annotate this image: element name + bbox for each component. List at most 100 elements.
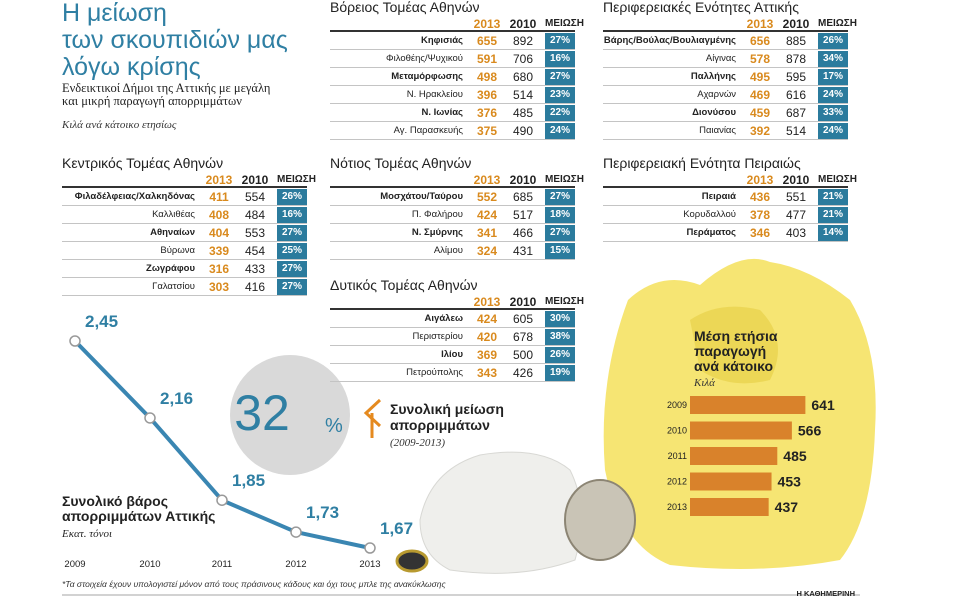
table-row: Αγ. Παρασκευής 375 490 24%: [330, 122, 575, 140]
cell: 469: [749, 87, 771, 102]
cell: 15%: [545, 242, 575, 259]
cell: 490: [512, 123, 534, 138]
cell: 24%: [818, 86, 848, 103]
cell: 514: [512, 87, 534, 102]
reduction-unit: %: [325, 415, 343, 437]
cell: 404: [208, 225, 230, 240]
cell: 433: [244, 261, 266, 276]
cell: 378: [749, 207, 771, 222]
header-cell: ΜΕΙΩΣΗ: [545, 18, 585, 29]
cell: 24%: [545, 122, 575, 139]
municipality: Περιστερίου: [412, 331, 463, 342]
chart-title: Συνολικό βάρος: [62, 493, 168, 509]
table-title: Νότιος Τομέας Αθηνών: [330, 155, 472, 171]
cell: 21%: [818, 188, 848, 205]
cell: 553: [244, 225, 266, 240]
cell: 459: [749, 105, 771, 120]
table-header: 2013 2010 ΜΕΙΩΣΗ: [603, 172, 858, 188]
cell: 591: [476, 51, 498, 66]
x-tick-label: 2011: [212, 559, 232, 570]
header-cell: 2013: [473, 172, 501, 187]
unit-note: Κιλά ανά κάτοικο ετησίως: [62, 119, 177, 131]
municipality: Παιανίας: [699, 125, 736, 136]
table-row: Γαλατσίου 303 416 27%: [62, 278, 307, 296]
cell: 27%: [277, 260, 307, 277]
table-row: Βύρωνα 339 454 25%: [62, 242, 307, 260]
municipality: Αιγάλεω: [424, 313, 463, 324]
cell: 680: [512, 69, 534, 84]
municipality: Αθηναίων: [150, 227, 195, 238]
cell: 517: [512, 207, 534, 222]
table-row: Πειραιά 436 551 21%: [603, 188, 848, 206]
y-tick-label: 2013: [667, 502, 687, 512]
header-cell: 2010: [509, 16, 537, 31]
cell: 33%: [818, 104, 848, 121]
municipality: Ν. Ηρακλείου: [406, 89, 463, 100]
header-cell: ΜΕΙΩΣΗ: [277, 174, 317, 185]
value-label: 566: [798, 423, 822, 439]
value-label: 437: [775, 499, 799, 515]
bag-shade: [690, 306, 778, 384]
cell: 578: [749, 51, 771, 66]
table-row: Βάρης/Βούλας/Βουλιαγμένης 656 885 26%: [603, 32, 848, 50]
cell: 17%: [818, 68, 848, 85]
cell: 18%: [545, 206, 575, 223]
cell: 392: [749, 123, 771, 138]
cell: 23%: [545, 86, 575, 103]
value-label: 2,45: [85, 312, 118, 331]
cell: 27%: [545, 188, 575, 205]
table-row: Ζωγράφου 316 433 27%: [62, 260, 307, 278]
cell: 885: [785, 33, 807, 48]
table-row: Διονύσου 459 687 33%: [603, 104, 848, 122]
municipality: Μοσχάτου/Ταύρου: [380, 191, 463, 202]
subtitle: Ενδεικτικοί Δήμοι της Αττικής με μεγάλη: [62, 81, 271, 95]
chart-subtitle: Κιλά: [693, 377, 715, 389]
cell: 551: [785, 189, 807, 204]
cell: 16%: [277, 206, 307, 223]
cell: 685: [512, 189, 534, 204]
cap: [395, 549, 429, 573]
table-title: Κεντρικός Τομέας Αθηνών: [62, 155, 224, 171]
header-cell: ΜΕΙΩΣΗ: [818, 18, 858, 29]
subtitle: και μικρή παραγωγή απορριμμάτων: [62, 94, 242, 108]
point: [69, 335, 81, 347]
cell: 466: [512, 225, 534, 240]
crumpled-paper: [419, 451, 582, 574]
header-cell: ΜΕΙΩΣΗ: [545, 296, 585, 307]
cell: 26%: [277, 188, 307, 205]
cell: 416: [244, 279, 266, 294]
table-header: 2013 2010 ΜΕΙΩΣΗ: [603, 17, 858, 32]
cell: 554: [244, 189, 266, 204]
table-row: Πετρούπολης 343 426 19%: [330, 364, 575, 382]
table-header: 2013 2010 ΜΕΙΩΣΗ: [330, 295, 585, 310]
chart-title: απορριμμάτων Αττικής: [62, 508, 215, 524]
x-tick-label: 2009: [64, 559, 85, 570]
cell: 21%: [818, 206, 848, 223]
reduction-period: (2009-2013): [390, 437, 445, 449]
table-row: Αθηναίων 404 553 27%: [62, 224, 307, 242]
cell: 346: [749, 225, 771, 240]
cell: 498: [476, 69, 498, 84]
cell: 341: [476, 225, 498, 240]
table-row: Φιλοθέης/Ψυχικού 591 706 16%: [330, 50, 575, 68]
cell: 411: [209, 189, 229, 204]
reduction-value: 32: [234, 385, 290, 441]
header-cell: ΜΕΙΩΣΗ: [818, 174, 858, 185]
footnote: *Τα στοιχεία έχουν υπολογιστεί μόνον από…: [62, 579, 446, 589]
y-tick-label: 2010: [667, 426, 687, 436]
title: Η μείωση: [62, 0, 167, 27]
table-row: Ν. Ιωνίας 376 485 22%: [330, 104, 575, 122]
cell: 24%: [818, 122, 848, 139]
cell: 477: [785, 207, 807, 222]
value-label: 1,85: [232, 471, 265, 490]
header-cell: 2013: [746, 172, 774, 187]
cell: 38%: [545, 328, 575, 345]
cell: 436: [749, 189, 771, 204]
table-title: Περιφερειακή Ενότητα Πειραιώς: [603, 155, 801, 171]
table: Νότιος Τομέας Αθηνών 2013 2010 ΜΕΙΩΣΗ Μοσχάτ…: [330, 155, 584, 260]
table-row: Αίγινας 578 878 34%: [603, 50, 848, 68]
table-row: Περάματος 346 403 14%: [603, 224, 848, 242]
municipality: Ν. Ιωνίας: [421, 107, 463, 118]
municipality: Ζωγράφου: [146, 263, 195, 274]
